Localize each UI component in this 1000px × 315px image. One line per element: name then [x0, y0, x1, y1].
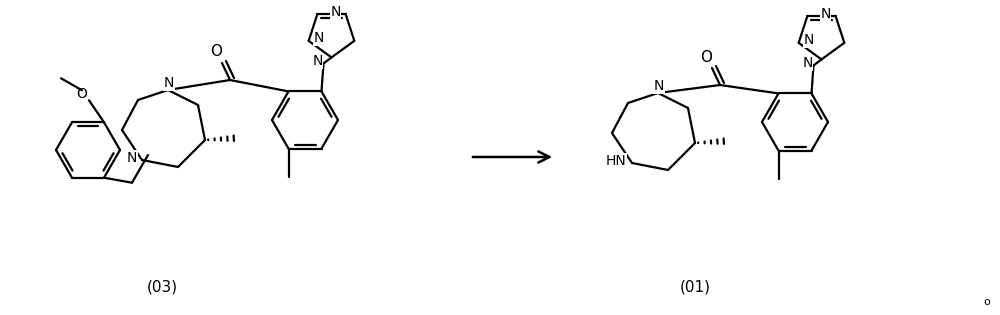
Text: N: N — [164, 76, 174, 90]
Text: O: O — [210, 44, 222, 60]
Text: N: N — [820, 7, 831, 21]
Text: N: N — [330, 5, 341, 19]
Text: N: N — [803, 33, 814, 47]
Text: O: O — [700, 49, 712, 65]
Text: HN: HN — [606, 154, 626, 168]
Text: N: N — [127, 151, 137, 165]
Text: (03): (03) — [146, 279, 178, 295]
Text: N: N — [313, 31, 324, 45]
Text: N: N — [654, 79, 664, 93]
Text: o: o — [984, 297, 990, 307]
Text: (01): (01) — [680, 279, 710, 295]
Text: O: O — [77, 87, 87, 101]
Text: N: N — [802, 56, 813, 71]
Text: N: N — [312, 54, 323, 68]
